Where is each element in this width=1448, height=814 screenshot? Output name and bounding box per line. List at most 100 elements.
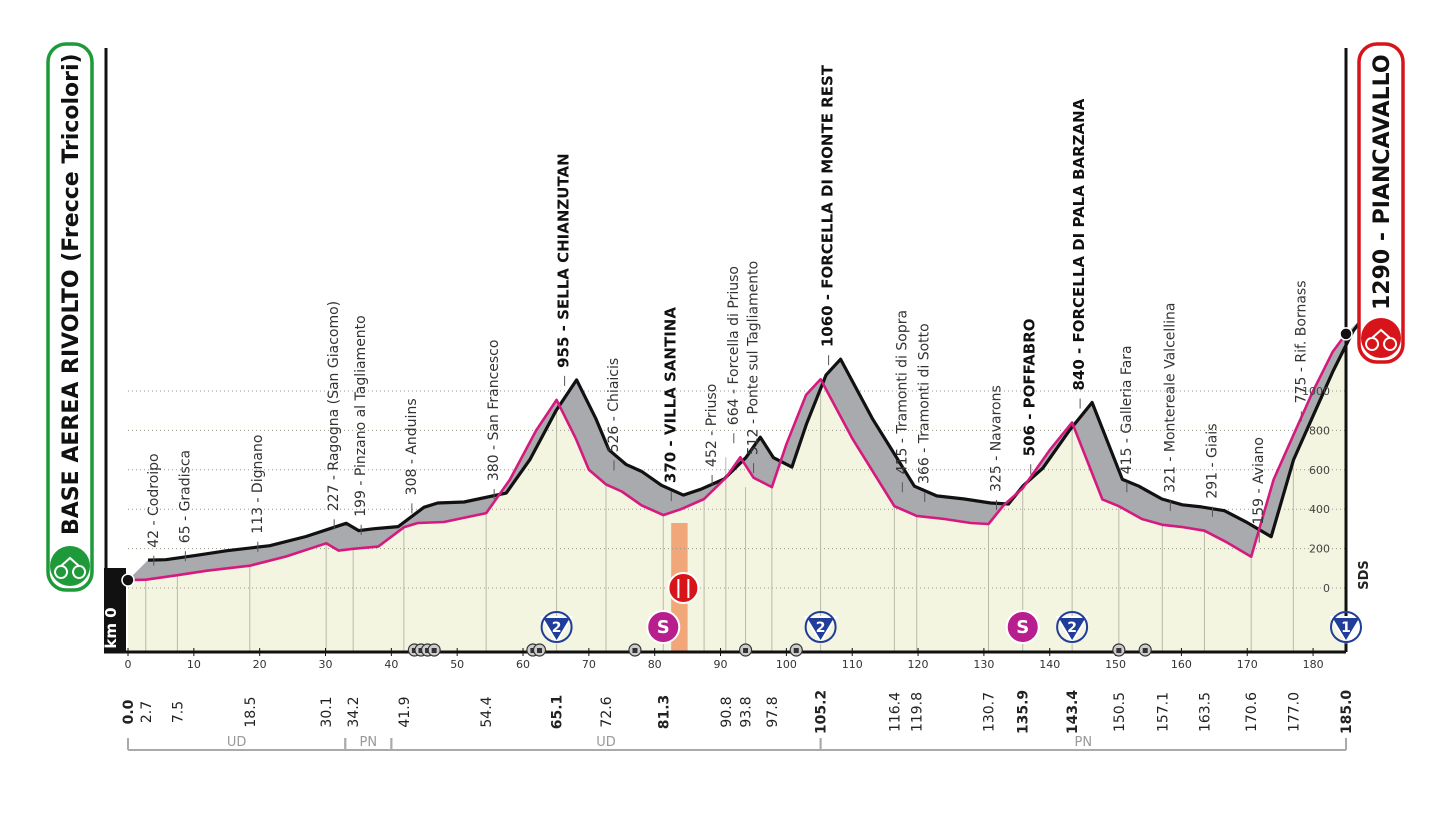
waypoint-km-label: 34.2 [346,696,362,727]
x-tick-label: 140 [1039,658,1060,671]
tunnel-icon-inner [425,648,431,653]
waypoint-label: 415 - Tramonti di Sopra [894,310,910,474]
waypoint-km-label: 185.0 [1339,690,1355,735]
waypoint-km-label: 130.7 [982,692,998,732]
waypoint-km-label: 7.5 [170,701,186,723]
waypoint-label: 113 - Dignano [250,435,266,534]
x-tick-label: 70 [582,658,596,671]
waypoint-label: 308 - Anduins [404,398,420,495]
tunnel-icon-inner [1142,648,1148,653]
kom-badge-icon [803,616,838,644]
y-tick-label: 600 [1309,464,1330,477]
x-tick-label: 0 [125,658,132,671]
waypoint-km-label: 90.8 [719,696,735,727]
x-tick-label: 90 [714,658,728,671]
tunnel-icon-inner [418,648,424,653]
x-tick-label: 120 [908,658,929,671]
waypoint-km-label: 157.1 [1155,692,1171,732]
kom-category-label: 2 [816,620,826,636]
waypoint-km-label: 150.5 [1112,692,1128,732]
tunnel-icon-inner [793,648,799,653]
waypoint-label: 1060 - FORCELLA DI MONTE REST [819,64,837,347]
waypoint-label: 955 - SELLA CHIANZUTAN [555,153,573,368]
kom-badge-ring [1056,611,1089,643]
x-tick-label: 110 [842,658,863,671]
finish-bike-glyph [1365,328,1398,351]
waypoint-label: 415 - Galleria Fara [1119,345,1135,474]
x-tick-label: 180 [1303,658,1324,671]
tunnel-icon-inner [431,648,437,653]
x-tick-label: 160 [1171,658,1192,671]
waypoint-label: 775 - Rif. Bornass [1293,280,1309,403]
waypoint-km-label: 18.5 [243,696,259,727]
waypoint-km-label: 93.8 [739,696,755,727]
tunnel-icon-inner [536,648,542,653]
waypoint-label: 840 - FORCELLA DI PALA BARZANA [1070,98,1088,390]
kom-badge-ring [1330,611,1362,643]
sprint-badge-label: S [1016,617,1029,638]
feed-zone-icon [667,572,700,604]
waypoint-label: 380 - San Francesco [486,340,502,482]
waypoint-km-label: 97.8 [765,696,781,727]
waypoint-label: 664 - Forcella di Priuso [726,266,742,425]
start-dot [121,573,135,587]
region-label: UD [227,735,247,750]
start-bike-glyph [54,556,87,579]
waypoint-km-label: 177.0 [1286,692,1302,732]
waypoint-km-label: 81.3 [656,695,672,730]
finish-cyclist-icon [1361,318,1401,358]
waypoint-label: 506 - POFFABRO [1021,318,1039,456]
waypoint-label: 512 - Ponte sul Tagliamento [746,261,762,455]
start-cyclist-icon [50,546,90,586]
waypoint-km-label: 135.9 [1016,690,1032,734]
waypoint-km-label: 105.2 [814,690,830,734]
start-km-label: km 0 [102,607,120,648]
x-tick-label: 30 [319,658,333,671]
waypoint-label: 159 - Aviano [1251,437,1267,525]
x-tick-label: 20 [253,658,267,671]
waypoint-km-label: 54.4 [479,696,495,727]
region-label: PN [360,735,378,750]
waypoint-label: 227 - Ragogna (San Giacomo) [326,301,342,511]
x-tick-label: 50 [450,658,464,671]
waypoint-label: 366 - Tramonti di Sotto [917,323,933,484]
waypoint-km-label: 143.4 [1065,690,1081,735]
x-tick-label: 130 [973,658,994,671]
tunnel-icon-inner [632,648,638,653]
kom-category-label: 2 [552,620,562,636]
tunnel-icon-inner [411,648,417,653]
sds-logo: SDS [1357,560,1372,590]
kom-badge-ring [540,611,573,643]
x-tick-label: 100 [776,658,797,671]
x-tick-label: 10 [187,658,201,671]
kom-category-label: 1 [1341,620,1351,636]
profile-area [128,333,1346,652]
waypoint-km-label: 170.6 [1244,692,1260,732]
x-tick-label: 60 [516,658,530,671]
waypoint-label: 65 - Gradisca [177,450,193,543]
waypoint-label: 199 - Pinzano al Tagliamento [353,315,369,517]
waypoint-label: 452 - Priuso [704,384,720,467]
waypoint-km-label: 2.7 [139,701,155,723]
waypoint-km-label: 0.0 [121,699,137,724]
x-tick-label: 150 [1105,658,1126,671]
y-tick-label: 400 [1309,503,1330,516]
start-left-block [104,568,126,652]
y-tick-label: 200 [1309,543,1330,556]
tunnel-icon-inner [1116,648,1122,653]
x-tick-label: 170 [1237,658,1258,671]
waypoint-label: 42 - Codroipo [146,453,162,547]
sprint-badge-label: S [657,617,670,638]
region-label: PN [1075,735,1093,750]
finish-name-box [1357,42,1405,364]
finish-name-label: 1290 - PIANCAVALLO [1370,54,1395,310]
y-tick-label: 1000 [1302,385,1330,398]
waypoint-label: 325 - Navarons [989,385,1005,492]
finish-dot [1339,327,1353,341]
sprint-badge-icon [1005,610,1040,644]
waypoint-label: 321 - Montereale Valcellina [1162,302,1178,492]
waypoint-km-label: 119.8 [910,692,926,732]
tunnel-icon-inner [743,648,749,653]
waypoint-km-label: 30.1 [319,696,335,727]
